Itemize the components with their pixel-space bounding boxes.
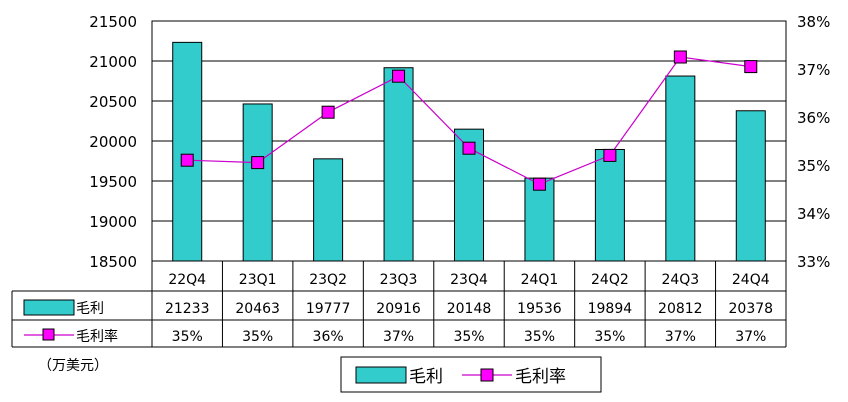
line-value-label: 35% [594,329,625,345]
line-value-label: 37% [665,329,696,345]
legend-line-marker [480,368,494,382]
bar-value-label: 20378 [729,301,774,317]
data-table-lines [11,261,787,348]
y-left-tick-label: 21500 [89,13,137,31]
line-marker [392,69,406,83]
line-value-label: 35% [453,329,484,345]
category-label: 24Q1 [521,272,559,288]
y-right-tick-label: 38% [797,13,830,31]
line-value-label: 35% [172,329,203,345]
bar [454,128,484,262]
line-series [180,50,758,191]
bar [313,158,344,262]
bar [594,148,625,262]
line-marker [462,141,476,155]
table-key-line: 毛利率 [24,328,118,345]
table-key-line-label: 毛利率 [76,328,118,345]
y-right-tick-label: 35% [797,157,830,175]
y-left-tick-label: 21000 [89,53,137,71]
table-key-bar: 毛利 [23,299,104,317]
line-value-label: 37% [383,329,414,345]
data-table: 22Q4 23Q1 23Q2 23Q3 23Q4 24Q1 24Q2 24Q3 24Q4 212… [11,261,787,348]
legend-bar-label: 毛利 [409,367,443,387]
bar [242,103,273,262]
bar-value-label: 19894 [588,301,633,317]
bar-value-label: 20916 [376,301,421,317]
table-key-bar-swatch [23,299,75,316]
y-left-tick-label: 20000 [89,133,137,151]
category-label: 22Q4 [168,272,206,288]
left-axis: 18500 19000 19500 20000 20500 21000 21500 [89,13,137,271]
unit-note: （万美元） [38,358,108,374]
bar-value-label: 19536 [517,301,562,317]
line-marker [321,105,335,119]
line-marker [251,156,265,170]
y-right-tick-label: 34% [797,205,830,223]
bar-series [172,41,766,262]
category-label: 23Q3 [380,272,418,288]
line-marker [603,148,617,162]
line-values-row: 35% 35% 36% 37% 35% 35% 35% 37% 37% [172,329,767,345]
table-key-line-marker [42,328,55,341]
y-left-tick-label: 18500 [89,253,137,271]
bar-value-label: 20463 [235,301,280,317]
bar-values-row: 21233 20463 19777 20916 20148 19536 19894 20812… [165,301,773,317]
bar [172,41,203,262]
line-marker [532,177,546,191]
y-right-tick-label: 33% [797,253,830,271]
line-value-label: 35% [524,329,555,345]
bar [383,67,414,262]
bar [665,75,696,262]
line-value-label: 37% [735,329,766,345]
y-left-tick-label: 20500 [89,93,137,111]
right-axis: 33% 34% 35% 36% 37% 38% [797,13,830,271]
category-label: 23Q4 [450,272,488,288]
category-label: 24Q4 [732,272,770,288]
line-marker [180,153,194,167]
bar-value-label: 19777 [306,301,351,317]
category-label: 23Q2 [309,272,347,288]
table-key-bar-label: 毛利 [76,301,104,317]
bar-value-label: 21233 [165,301,210,317]
legend: 毛利 毛利率 [340,356,602,393]
bar [524,177,555,262]
category-label: 23Q1 [239,272,277,288]
line-value-label: 36% [313,329,344,345]
line-marker [673,50,687,64]
category-label: 24Q2 [591,272,629,288]
y-right-tick-label: 36% [797,109,830,127]
y-left-tick-label: 19500 [89,173,137,191]
category-row: 22Q4 23Q1 23Q2 23Q3 23Q4 24Q1 24Q2 24Q3 24Q4 [168,272,769,288]
line-value-label: 35% [242,329,273,345]
category-label: 24Q3 [661,272,699,288]
line-marker [744,60,758,74]
y-left-tick-label: 19000 [89,213,137,231]
bar-value-label: 20148 [447,301,492,317]
bar [735,110,766,262]
legend-bar-swatch [355,366,407,384]
y-right-tick-label: 37% [797,61,830,79]
legend-line-label: 毛利率 [515,367,566,387]
bar-value-label: 20812 [658,301,703,317]
